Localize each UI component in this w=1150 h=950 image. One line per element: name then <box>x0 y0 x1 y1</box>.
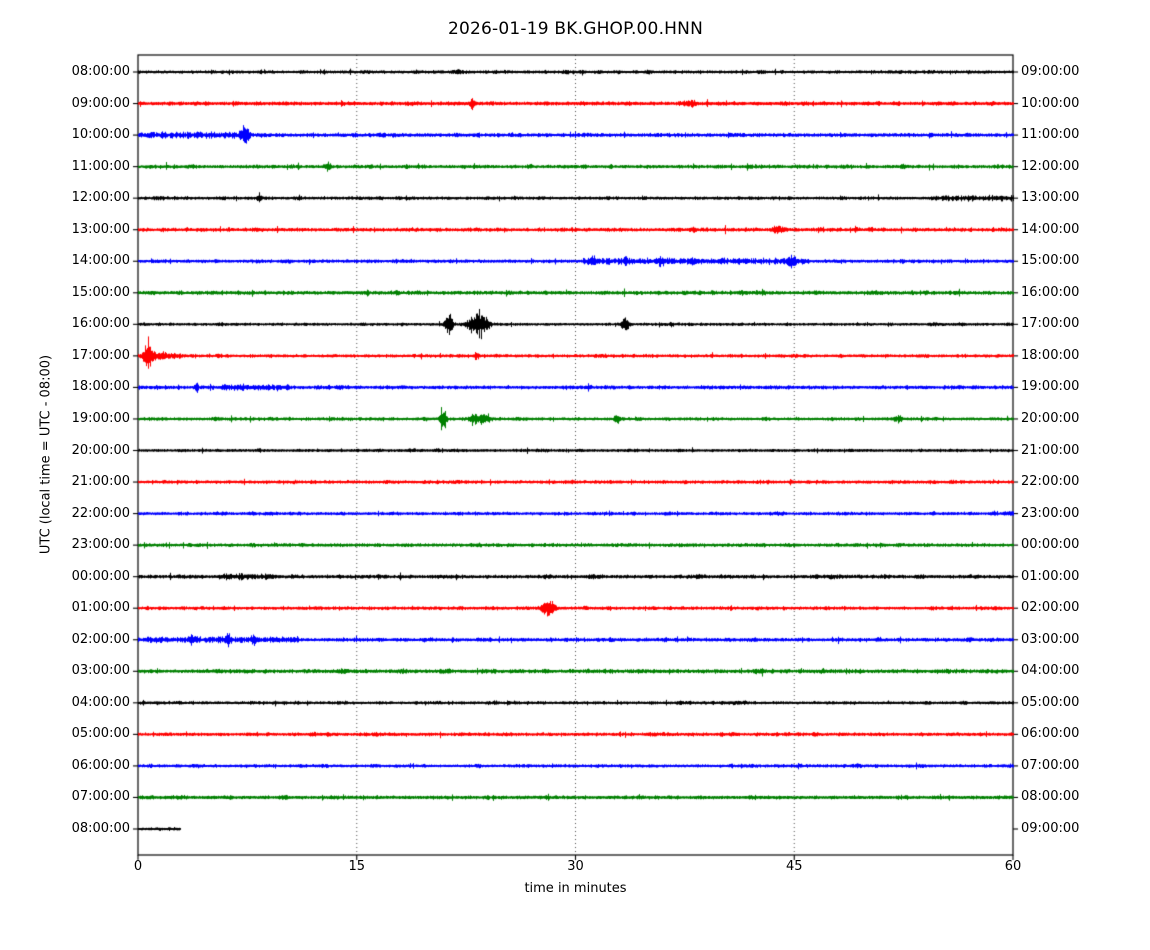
left-time-label: 00:00:00 <box>71 568 130 584</box>
left-time-label: 11:00:00 <box>71 158 130 174</box>
left-time-label: 13:00:00 <box>71 221 130 237</box>
left-time-label: 05:00:00 <box>71 726 130 742</box>
left-time-label: 07:00:00 <box>71 789 130 805</box>
x-tick-label: 60 <box>1004 859 1022 874</box>
right-time-label: 20:00:00 <box>1021 410 1080 426</box>
right-time-label: 00:00:00 <box>1021 537 1080 553</box>
right-time-label: 08:00:00 <box>1021 789 1080 805</box>
left-time-label: 19:00:00 <box>71 410 130 426</box>
right-time-label: 13:00:00 <box>1021 190 1080 206</box>
left-time-label: 06:00:00 <box>71 757 130 773</box>
left-time-label: 15:00:00 <box>71 284 130 300</box>
right-time-label: 09:00:00 <box>1021 64 1080 79</box>
end-time-labels: 09:00:00 10:00:00 11:00:00 12:00:00 13:00:00… <box>1021 0 1141 950</box>
chart-title: 2026-01-19 BK.GHOP.00.HNN <box>447 19 703 39</box>
right-time-label: 21:00:00 <box>1021 442 1080 458</box>
right-time-label: 16:00:00 <box>1021 284 1080 300</box>
left-time-label: 17:00:00 <box>71 347 130 363</box>
right-time-label: 14:00:00 <box>1021 221 1080 237</box>
left-time-label: 23:00:00 <box>71 537 130 553</box>
x-axis-label: time in minutes <box>524 881 627 896</box>
x-tick-label: 15 <box>348 859 366 874</box>
left-time-label: 01:00:00 <box>71 600 130 616</box>
right-time-label: 06:00:00 <box>1021 726 1080 742</box>
left-time-label: 08:00:00 <box>71 64 130 79</box>
right-time-label: 15:00:00 <box>1021 253 1080 269</box>
left-time-label: 14:00:00 <box>71 253 130 269</box>
left-time-label: 02:00:00 <box>71 631 130 647</box>
right-time-label: 04:00:00 <box>1021 663 1080 679</box>
left-time-label: 04:00:00 <box>71 694 130 710</box>
left-time-label: 12:00:00 <box>71 190 130 206</box>
right-time-label: 17:00:00 <box>1021 316 1080 332</box>
left-time-label: 10:00:00 <box>71 127 130 143</box>
left-time-label: 08:00:00 <box>71 821 130 836</box>
left-time-label: 03:00:00 <box>71 663 130 679</box>
right-time-label: 09:00:00 <box>1021 821 1080 836</box>
x-tick-label: 45 <box>785 859 803 874</box>
left-time-label: 16:00:00 <box>71 316 130 332</box>
left-time-label: 20:00:00 <box>71 442 130 458</box>
left-time-label: 21:00:00 <box>71 474 130 490</box>
x-tick-label: 30 <box>567 859 584 874</box>
right-time-label: 23:00:00 <box>1021 505 1080 521</box>
right-time-label: 12:00:00 <box>1021 158 1080 174</box>
x-tick-label: 0 <box>133 859 143 874</box>
right-time-label: 03:00:00 <box>1021 631 1080 647</box>
left-time-label: 09:00:00 <box>71 95 130 111</box>
right-time-label: 22:00:00 <box>1021 474 1080 490</box>
right-time-label: 07:00:00 <box>1021 757 1080 773</box>
right-time-label: 10:00:00 <box>1021 95 1080 111</box>
right-time-label: 05:00:00 <box>1021 694 1080 710</box>
right-time-label: 01:00:00 <box>1021 568 1080 584</box>
right-time-label: 19:00:00 <box>1021 379 1080 395</box>
left-time-label: 18:00:00 <box>71 379 130 395</box>
right-time-label: 11:00:00 <box>1021 127 1080 143</box>
right-time-label: 18:00:00 <box>1021 347 1080 363</box>
left-time-label: 22:00:00 <box>71 505 130 521</box>
right-time-label: 02:00:00 <box>1021 600 1080 616</box>
utc-time-labels: 08:00:00 09:00:00 10:00:00 11:00:00 12:00:00… <box>0 0 130 950</box>
